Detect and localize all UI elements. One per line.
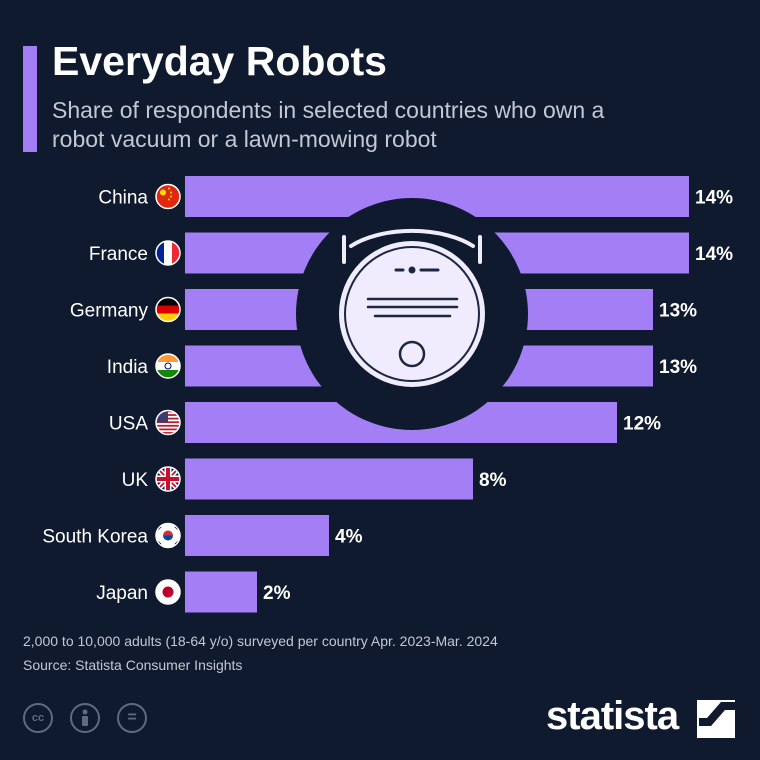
value-label-germany: 13% xyxy=(659,301,697,322)
statista-logo-icon xyxy=(697,700,735,738)
bar-south-korea xyxy=(185,515,329,556)
survey-note: 2,000 to 10,000 adults (18-64 y/o) surve… xyxy=(23,633,498,649)
category-label-india: India xyxy=(107,357,149,378)
uk-flag-icon xyxy=(155,466,181,492)
value-label-usa: 12% xyxy=(623,414,661,435)
category-label-china: China xyxy=(98,188,148,209)
value-label-japan: 2% xyxy=(263,583,291,604)
bar-uk xyxy=(185,458,473,500)
value-label-south-korea: 4% xyxy=(335,527,363,548)
india-flag-icon xyxy=(155,353,181,379)
chart-title: Everyday Robots xyxy=(52,38,387,84)
chart-subtitle: Share of respondents in selected countri… xyxy=(52,97,605,152)
title-accent-bar xyxy=(23,46,37,152)
usa-flag-icon xyxy=(155,409,181,436)
value-label-france: 14% xyxy=(695,244,733,265)
category-label-japan: Japan xyxy=(96,583,148,604)
creative-commons-icon[interactable]: cc xyxy=(23,703,53,733)
value-label-china: 14% xyxy=(695,188,733,209)
category-label-usa: USA xyxy=(109,414,148,435)
robot-vacuum-icon xyxy=(296,198,528,430)
no-derivatives-icon[interactable]: = xyxy=(117,703,147,733)
category-label-uk: UK xyxy=(122,470,149,491)
china-flag-icon xyxy=(155,183,181,210)
value-label-india: 13% xyxy=(659,357,697,378)
statista-logo-text[interactable]: statista xyxy=(546,694,679,738)
value-label-uk: 8% xyxy=(479,470,507,491)
germany-flag-icon xyxy=(155,296,181,323)
bar-chart: China 14% France 14% Germany 13% India 13% USA 12… xyxy=(42,176,733,613)
south-korea-flag-icon xyxy=(155,522,181,549)
japan-flag-icon xyxy=(155,579,181,605)
france-flag-icon xyxy=(155,240,181,266)
source-note: Source: Statista Consumer Insights xyxy=(23,657,243,673)
bar-japan xyxy=(185,571,257,613)
category-label-france: France xyxy=(89,244,148,265)
attribution-icon[interactable] xyxy=(70,703,100,733)
category-label-germany: Germany xyxy=(70,301,149,322)
category-label-south-korea: South Korea xyxy=(42,527,148,548)
